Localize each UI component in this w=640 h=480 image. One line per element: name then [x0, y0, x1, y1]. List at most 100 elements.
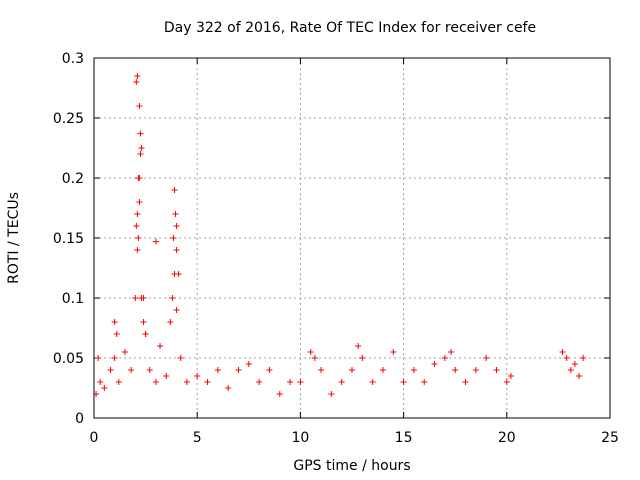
data-point: [400, 379, 407, 385]
data-point: [128, 367, 135, 373]
data-point: [171, 187, 178, 193]
x-tick-label: 5: [193, 430, 202, 446]
data-point: [369, 379, 376, 385]
data-point: [152, 238, 159, 245]
data-point: [142, 331, 149, 337]
data-point: [134, 247, 141, 253]
data-point: [138, 145, 145, 151]
data-point: [115, 379, 122, 385]
data-point: [167, 319, 174, 325]
data-point: [359, 355, 366, 361]
chart-title: Day 322 of 2016, Rate Of TEC Index for r…: [164, 20, 536, 36]
y-tick-label: 0.15: [53, 231, 84, 247]
data-point: [214, 367, 221, 373]
data-point: [95, 355, 102, 361]
data-point: [287, 379, 294, 385]
data-point: [135, 235, 142, 241]
x-tick-label: 0: [90, 430, 99, 446]
data-point: [559, 349, 566, 355]
data-point: [576, 373, 583, 379]
data-point: [177, 355, 184, 361]
data-point: [355, 343, 362, 349]
data-point: [93, 391, 100, 397]
data-point: [563, 355, 570, 361]
y-tick-label: 0: [75, 411, 84, 427]
y-axis-label: ROTI / TECUs: [6, 192, 22, 284]
data-point: [173, 307, 180, 313]
data-point: [133, 79, 140, 85]
data-point: [172, 211, 179, 217]
data-point: [146, 367, 153, 373]
data-point: [140, 319, 147, 325]
data-point: [452, 367, 459, 373]
data-point: [173, 223, 180, 229]
data-point: [448, 349, 455, 355]
data-point: [113, 331, 120, 337]
data-point: [379, 367, 386, 373]
data-point: [297, 379, 304, 385]
data-point: [175, 271, 182, 277]
data-point: [97, 379, 104, 385]
data-point: [111, 355, 118, 361]
data-point: [194, 373, 201, 379]
data-point: [137, 130, 144, 137]
data-point: [266, 367, 273, 373]
data-point: [307, 349, 314, 355]
x-tick-label: 15: [395, 430, 413, 446]
data-point: [349, 367, 355, 373]
data-point: [338, 379, 345, 385]
data-point: [421, 379, 428, 385]
data-point: [567, 367, 574, 373]
data-point: [462, 379, 469, 385]
data-point: [157, 343, 164, 349]
data-point: [276, 391, 283, 397]
data-points: [93, 73, 587, 397]
data-point: [134, 211, 141, 217]
data-point: [133, 223, 140, 229]
data-point: [204, 379, 211, 385]
data-point: [431, 361, 438, 367]
data-point: [152, 379, 159, 385]
x-axis-label: GPS time / hours: [293, 458, 410, 474]
data-point: [170, 235, 177, 241]
x-tick-label: 25: [601, 430, 619, 446]
data-point: [483, 355, 490, 361]
y-tick-label: 0.2: [62, 171, 84, 187]
data-point: [173, 247, 180, 253]
data-point: [571, 361, 578, 367]
data-point: [134, 73, 141, 79]
data-point: [140, 295, 147, 301]
data-point: [503, 379, 510, 385]
data-point: [256, 379, 263, 385]
data-point: [169, 295, 176, 301]
data-point: [136, 199, 143, 205]
data-point: [507, 373, 514, 379]
x-tick-label: 20: [498, 430, 516, 446]
y-tick-label: 0.05: [53, 351, 84, 367]
data-point: [318, 367, 325, 373]
data-point: [580, 355, 587, 361]
data-point: [311, 355, 318, 361]
data-point: [132, 295, 139, 301]
data-point: [225, 385, 232, 391]
data-point: [410, 367, 417, 373]
data-point: [245, 361, 252, 367]
data-point: [136, 103, 143, 109]
data-point: [111, 319, 118, 325]
data-point: [441, 355, 448, 361]
data-point: [163, 373, 170, 379]
y-tick-label: 0.25: [53, 111, 84, 127]
data-point: [121, 349, 128, 355]
axis-ticks: 0 5 10 15 20 25 0 0.05 0.1 0.15 0.2 0.25 0.3: [53, 51, 619, 446]
y-tick-label: 0.3: [62, 51, 84, 67]
data-point: [107, 367, 114, 373]
data-point: [493, 367, 500, 373]
data-point: [137, 151, 144, 157]
data-point: [135, 175, 142, 181]
data-point: [183, 379, 190, 385]
y-tick-label: 0.1: [62, 291, 84, 307]
data-point: [390, 349, 397, 355]
data-point: [235, 367, 242, 373]
data-point: [101, 385, 108, 391]
